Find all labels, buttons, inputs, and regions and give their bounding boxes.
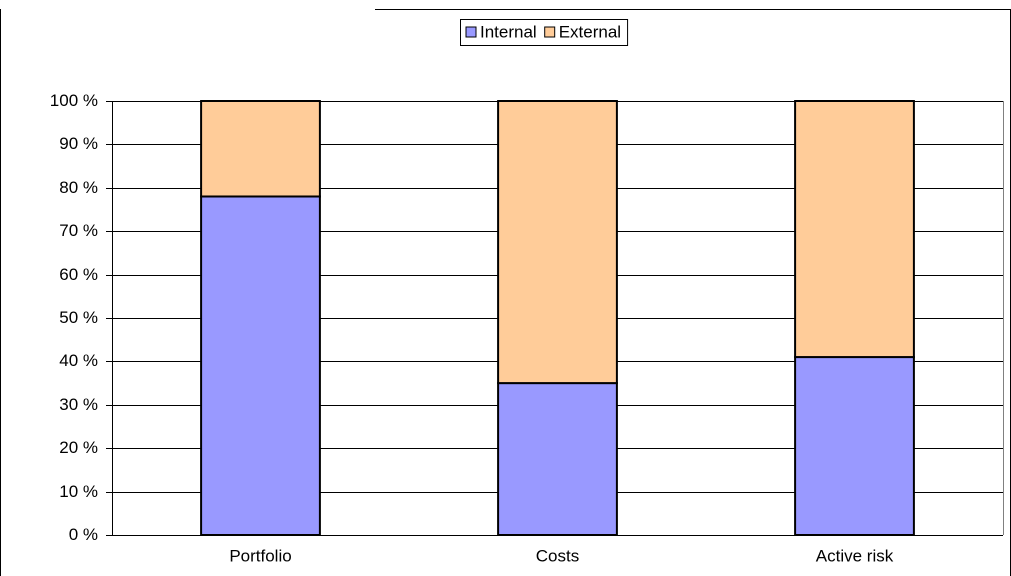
legend-swatch <box>544 26 556 38</box>
y-tick-label: 50 % <box>59 308 98 327</box>
y-tick-label: 10 % <box>59 482 98 501</box>
legend-label: Internal <box>480 22 537 41</box>
y-tick-label: 40 % <box>59 351 98 370</box>
bar-segment <box>200 100 321 198</box>
y-tick-label: 90 % <box>59 134 98 153</box>
y-tick-label: 20 % <box>59 438 98 457</box>
y-tick-label: 100 % <box>50 91 98 110</box>
bar-segment <box>497 382 618 536</box>
y-tick-label: 70 % <box>59 221 98 240</box>
x-tick-label: Portfolio <box>229 546 291 565</box>
bar-segment <box>497 100 618 385</box>
legend-box <box>460 19 629 46</box>
x-tick-label: Active risk <box>816 546 894 565</box>
y-tick-label: 60 % <box>59 265 98 284</box>
y-tick-label: 0 % <box>69 525 98 544</box>
bar-segment <box>200 195 321 536</box>
x-tick-label: Costs <box>536 546 579 565</box>
bar-segment <box>794 356 915 536</box>
y-tick-label: 80 % <box>59 178 98 197</box>
y-tick-label: 30 % <box>59 395 98 414</box>
legend-swatch <box>465 26 477 38</box>
legend-label: External <box>559 22 621 41</box>
bar-segment <box>794 100 915 359</box>
